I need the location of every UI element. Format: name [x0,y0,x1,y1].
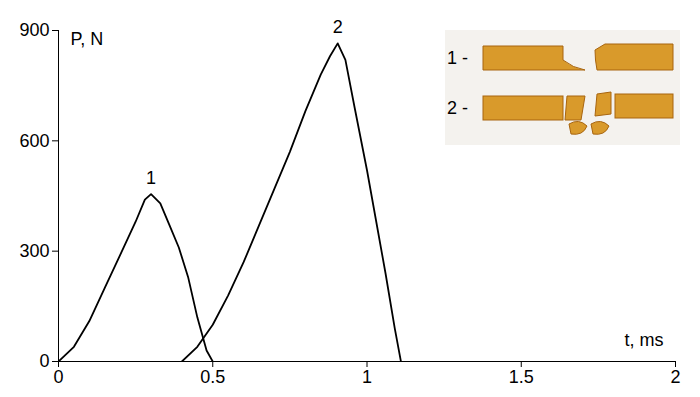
svg-text:0: 0 [39,351,49,371]
svg-text:300: 300 [19,241,49,261]
svg-text:1: 1 [146,168,156,188]
svg-text:1: 1 [362,367,372,387]
svg-text:900: 900 [19,20,49,40]
svg-text:t, ms: t, ms [625,330,664,350]
svg-text:1 -: 1 - [447,48,468,68]
svg-text:P, N: P, N [71,29,104,49]
svg-text:1.5: 1.5 [509,367,534,387]
svg-text:2 -: 2 - [447,98,468,118]
svg-text:0: 0 [53,367,63,387]
svg-text:0.5: 0.5 [200,367,225,387]
svg-text:2: 2 [670,367,680,387]
svg-text:600: 600 [19,131,49,151]
svg-text:2: 2 [333,17,343,37]
